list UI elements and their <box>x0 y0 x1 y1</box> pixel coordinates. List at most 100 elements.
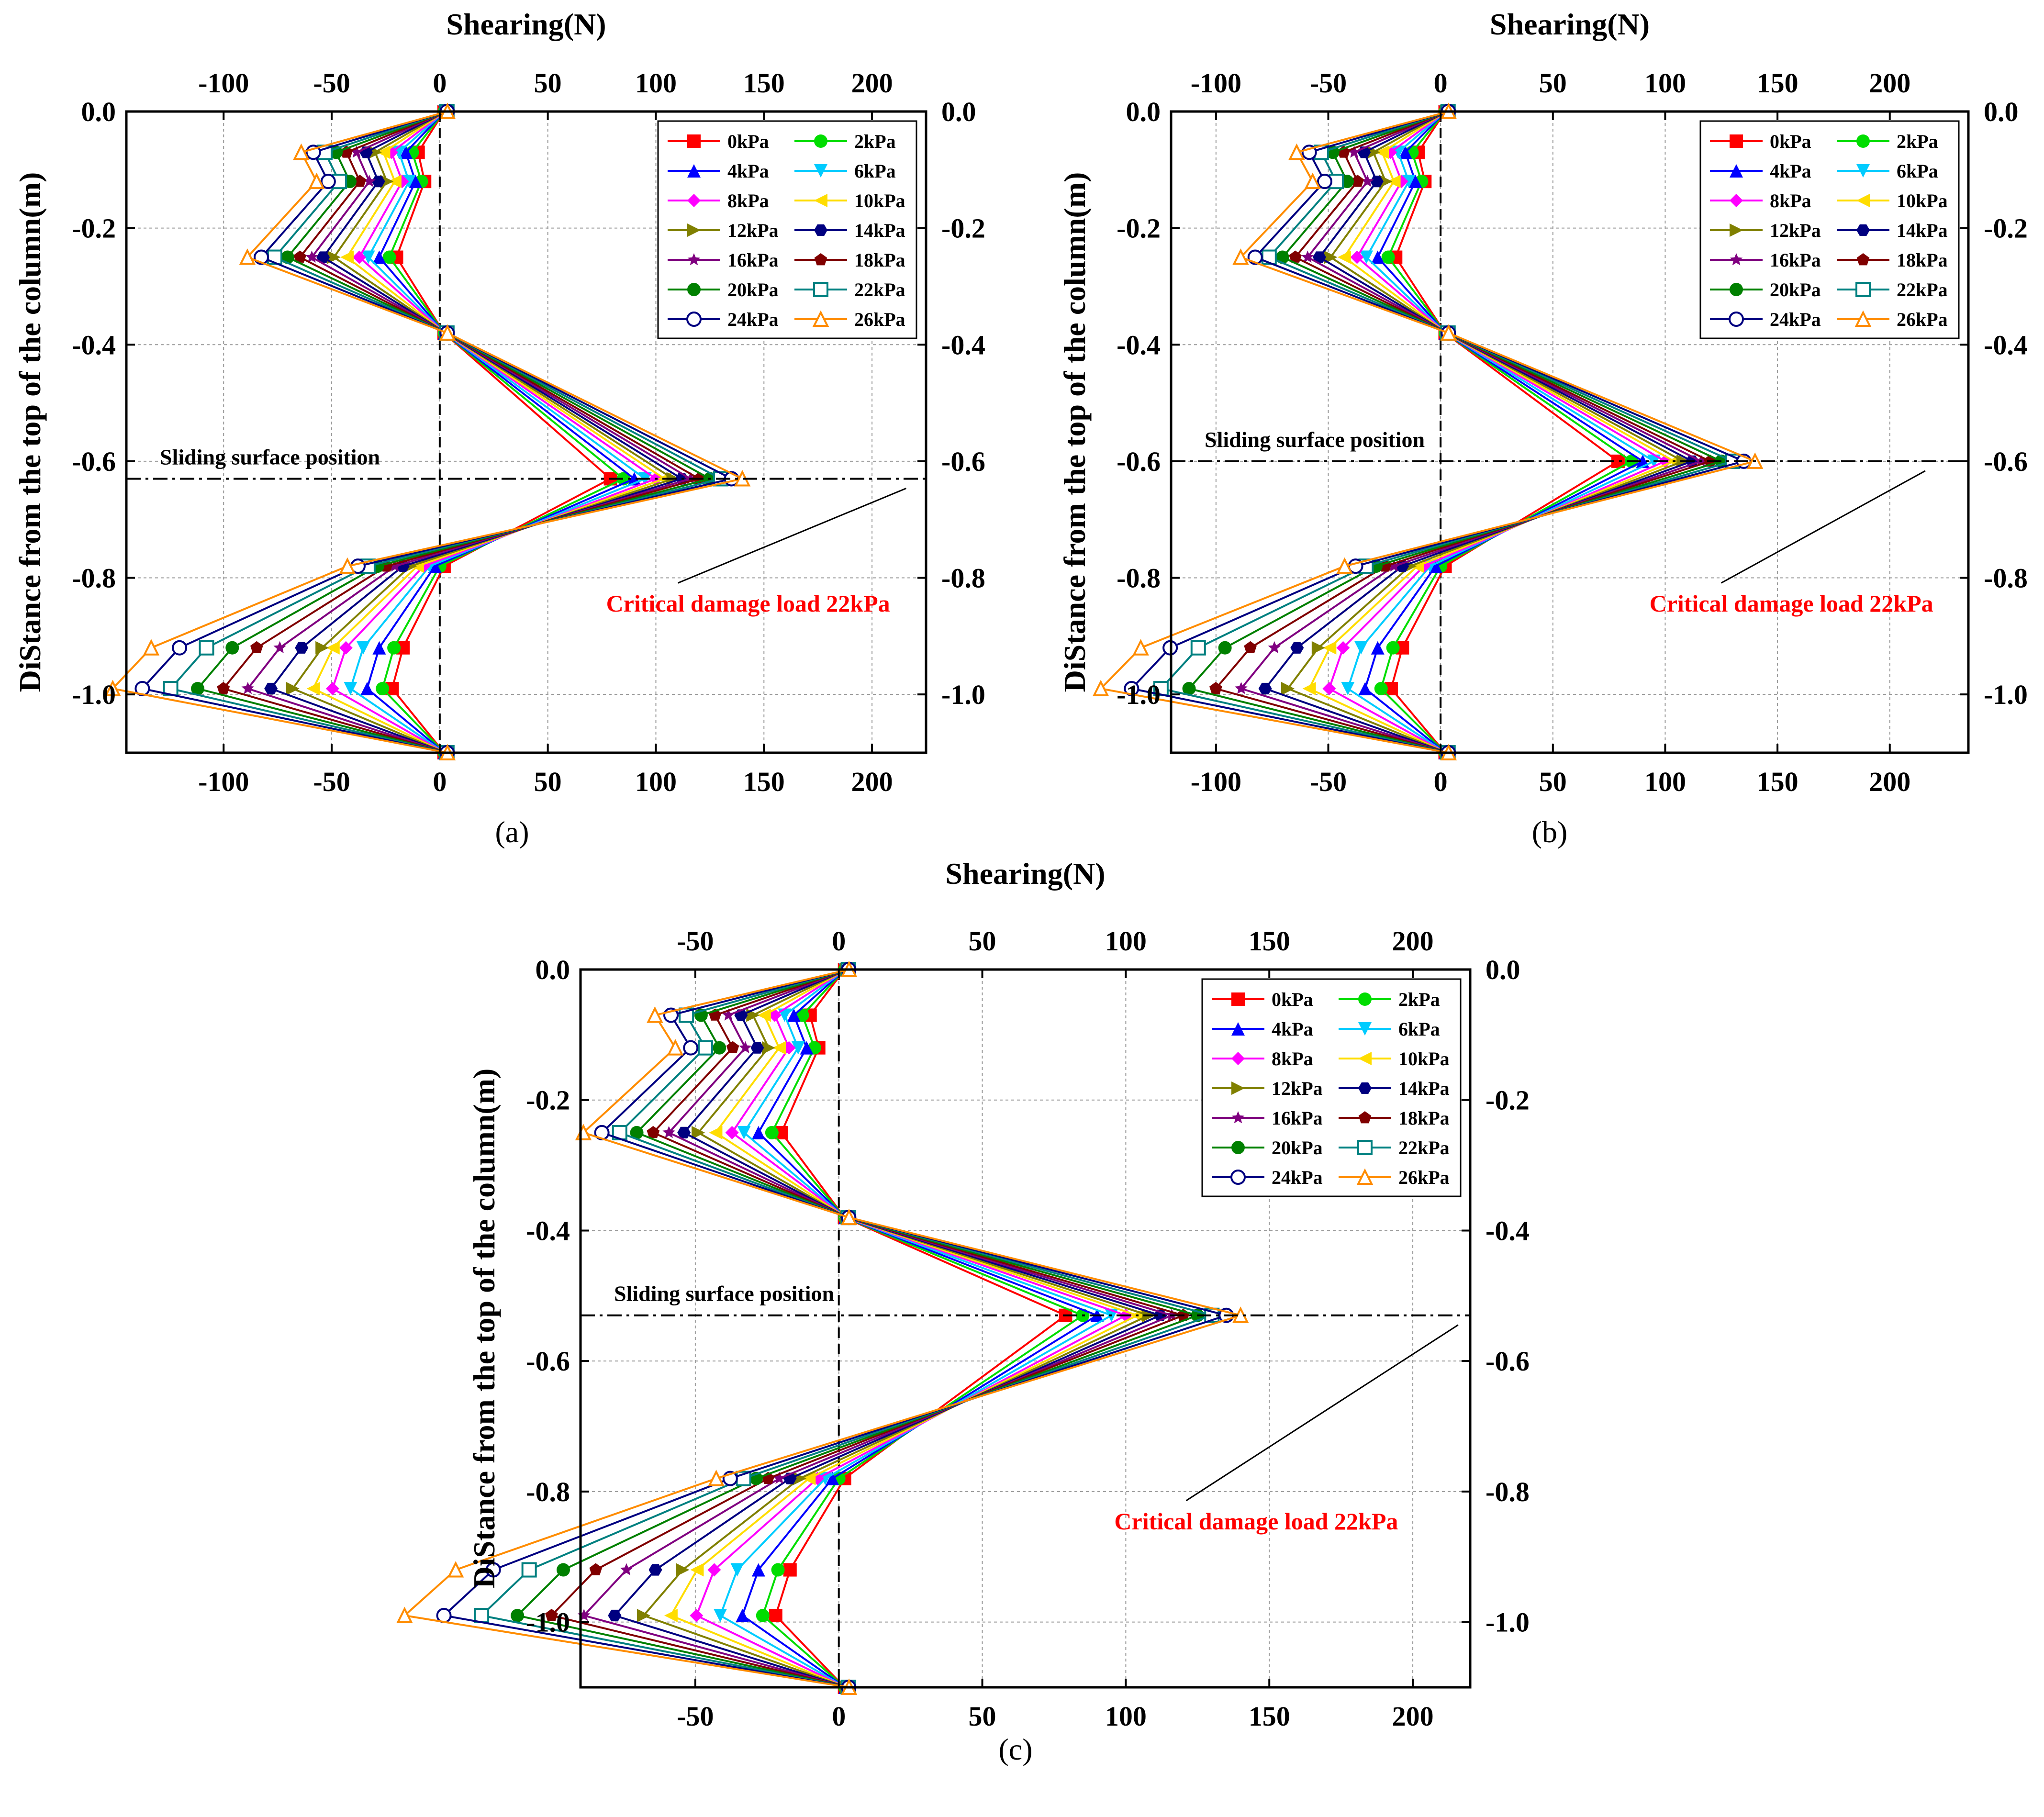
data-point-12kPa-8 <box>637 1609 650 1622</box>
legend-marker-20kPa <box>1730 283 1743 296</box>
data-point-18kPa-3 <box>1289 250 1302 263</box>
series-line-22kPa <box>168 111 724 754</box>
data-point-26kPa-7 <box>143 639 160 656</box>
data-point-26kPa-8 <box>104 680 121 696</box>
legend-marker-24kPa <box>686 312 702 327</box>
legend-marker-10kPa <box>1856 194 1870 207</box>
critical-damage-label: Critical damage load 22kPa <box>1650 590 1933 617</box>
data-point-24kPa-2 <box>320 174 336 190</box>
legend-marker-4kPa <box>1231 1022 1245 1036</box>
data-point-10kPa-1 <box>757 1008 771 1022</box>
data-point-8kPa-7 <box>339 641 353 655</box>
legend-label-18kPa: 18kPa <box>1398 1107 1450 1129</box>
legend-marker-14kPa <box>1358 1082 1372 1094</box>
y-tick-label-left: 0.0 <box>1126 96 1161 127</box>
legend-label-14kPa: 14kPa <box>1398 1078 1450 1099</box>
legend-marker-24kPa <box>1230 1170 1246 1185</box>
panel-label: (c) <box>998 1732 1032 1766</box>
data-point-26kPa-2 <box>667 1039 684 1056</box>
data-point-22kPa-7 <box>521 1562 537 1578</box>
y-axis-title: DiStance from the top of the column(m) <box>1058 172 1092 692</box>
data-point-16kPa-6 <box>388 559 402 572</box>
data-point-16kPa-1 <box>722 1008 735 1021</box>
series-line-8kPa <box>331 111 658 754</box>
legend-label-18kPa: 18kPa <box>854 249 905 271</box>
data-point-10kPa-3 <box>1337 250 1351 264</box>
data-point-16kPa-3 <box>662 1126 676 1138</box>
series-line-8kPa <box>695 969 1128 1688</box>
x-tick-label-bottom: 0 <box>433 766 447 797</box>
series-line-24kPa <box>1129 111 1747 754</box>
sliding-surface-label: Sliding surface position <box>1205 427 1425 452</box>
y-tick-label-left: -0.8 <box>1117 563 1161 594</box>
x-tick-label-bottom: 50 <box>1539 766 1567 797</box>
data-point-16kPa-2 <box>1361 175 1374 187</box>
data-point-16kPa-7 <box>273 641 286 654</box>
y-tick-label-right: 0.0 <box>1486 954 1520 985</box>
y-tick-label-right: -0.8 <box>941 563 985 594</box>
legend-label-0kPa: 0kPa <box>727 131 769 152</box>
data-point-2kPa-7 <box>771 1563 785 1577</box>
data-point-6kPa-3 <box>361 250 375 264</box>
x-tick-label-bottom: -100 <box>1191 766 1241 797</box>
y-tick-label-right: -0.4 <box>1984 329 2028 360</box>
legend-label-20kPa: 20kPa <box>727 279 779 301</box>
data-point-2kPa-8 <box>1374 682 1388 695</box>
data-point-26kPa-2 <box>308 172 325 190</box>
data-point-14kPa-2 <box>371 176 385 188</box>
data-point-20kPa-2 <box>713 1041 726 1055</box>
data-point-2kPa-8 <box>376 682 390 695</box>
x-tick-label-top: 150 <box>743 67 785 99</box>
y-tick-label-right: -1.0 <box>941 679 985 710</box>
legend-label-14kPa: 14kPa <box>1897 220 1948 241</box>
x-tick-label-bottom: -50 <box>1310 766 1347 797</box>
data-point-26kPa-8 <box>396 1606 413 1623</box>
data-point-24kPa-8 <box>134 681 150 696</box>
data-point-8kPa-7 <box>1336 641 1350 655</box>
x-tick-label-top: 200 <box>1392 925 1434 957</box>
data-point-20kPa-7 <box>225 641 239 655</box>
data-point-4kPa-2 <box>1408 175 1422 189</box>
data-point-6kPa-3 <box>737 1126 751 1139</box>
data-point-4kPa-8 <box>736 1609 749 1622</box>
data-point-26kPa-1 <box>293 143 310 160</box>
legend-marker-14kPa <box>1856 224 1870 236</box>
data-point-26kPa-7 <box>447 1561 464 1578</box>
legend-marker-6kPa <box>1856 164 1870 178</box>
data-point-4kPa-8 <box>360 682 374 695</box>
data-point-14kPa-6 <box>1396 560 1409 572</box>
data-point-2kPa-7 <box>387 641 401 655</box>
series-line-26kPa <box>1099 111 1758 754</box>
legend-marker-12kPa <box>1730 223 1743 237</box>
y-tick-label-left: 0.0 <box>81 96 116 127</box>
x-tick-label-bottom: 200 <box>851 766 893 797</box>
data-point-6kPa-3 <box>1360 250 1374 264</box>
legend-label-16kPa: 16kPa <box>1770 249 1821 271</box>
series-line-4kPa <box>366 111 637 754</box>
legend-label-2kPa: 2kPa <box>1897 131 1938 152</box>
legend-marker-2kPa <box>814 134 827 148</box>
y-tick-label-right: -0.4 <box>941 329 985 360</box>
x-tick-label-bottom: 100 <box>635 766 677 797</box>
y-tick-label-left: -0.6 <box>72 446 116 477</box>
data-point-6kPa-2 <box>402 175 416 189</box>
data-point-0kPa-7 <box>783 1563 797 1577</box>
legend-label-4kPa: 4kPa <box>1272 1018 1313 1040</box>
critical-arrow <box>1185 1324 1459 1502</box>
data-point-22kPa-8 <box>474 1608 490 1623</box>
data-point-26kPa-1 <box>1288 143 1305 160</box>
series-line-8kPa <box>1328 111 1667 754</box>
legend-marker-12kPa <box>687 223 701 237</box>
y-tick-label-right: -1.0 <box>1984 679 2028 710</box>
legend-label-2kPa: 2kPa <box>1398 989 1440 1010</box>
legend-label-12kPa: 12kPa <box>727 220 779 241</box>
data-point-16kPa-8 <box>1235 682 1248 694</box>
data-point-6kPa-7 <box>730 1563 744 1577</box>
x-tick-label-top: 50 <box>969 925 996 957</box>
y-tick-label-right: -0.4 <box>1486 1215 1530 1246</box>
series-line-18kPa <box>222 111 702 754</box>
legend-marker-8kPa <box>687 194 701 207</box>
y-tick-label-right: -0.6 <box>941 446 985 477</box>
series-line-18kPa <box>1214 111 1713 754</box>
